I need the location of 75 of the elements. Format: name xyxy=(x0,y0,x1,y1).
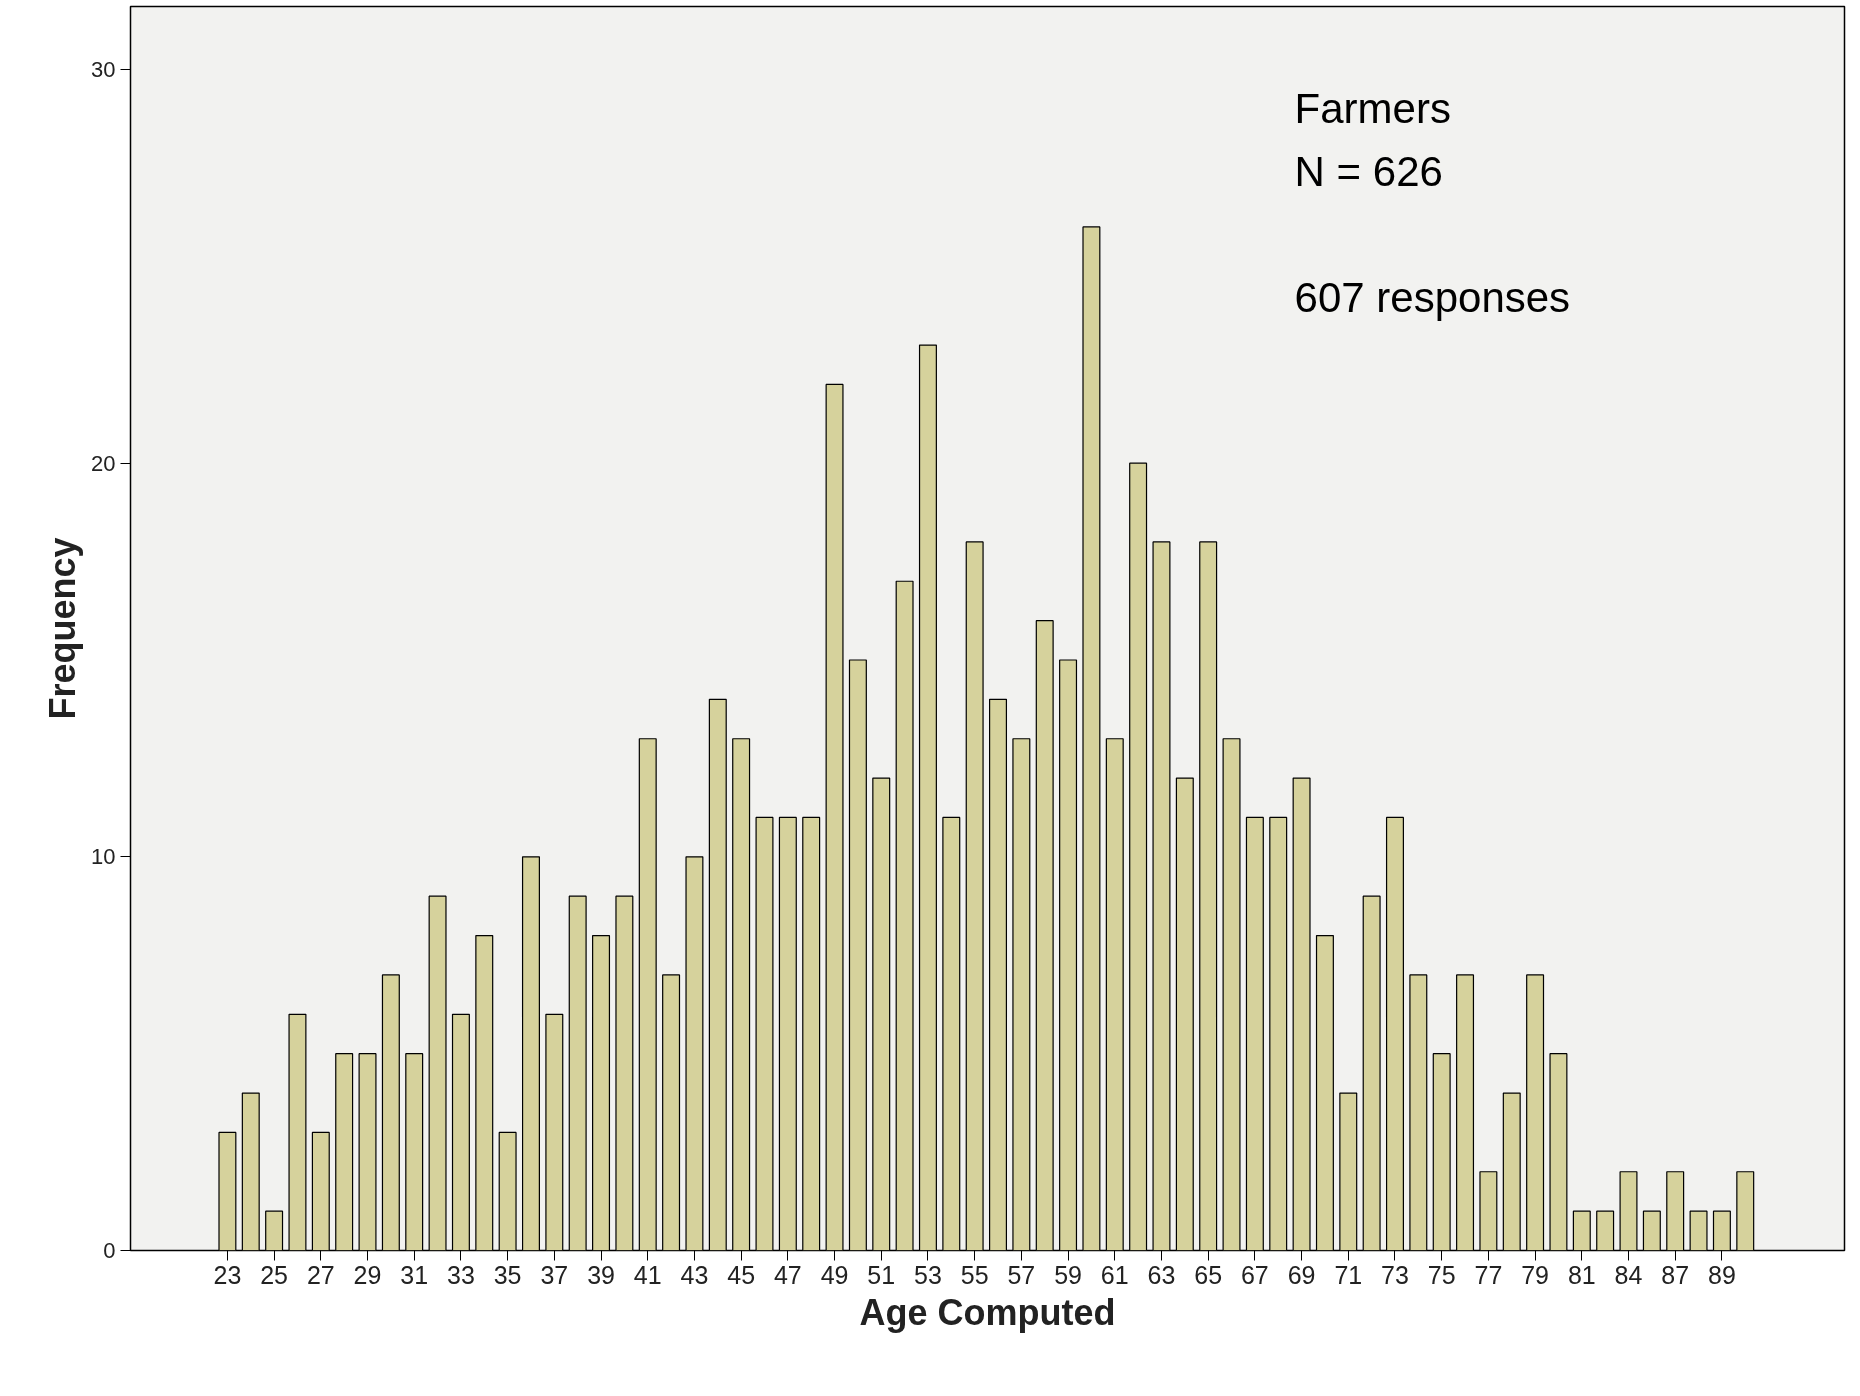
x-tick-label: 89 xyxy=(1708,1260,1736,1289)
bar xyxy=(1315,934,1334,1251)
bar xyxy=(1642,1210,1661,1251)
bar xyxy=(1549,1053,1568,1251)
bar xyxy=(1409,974,1428,1251)
x-tick-label: 53 xyxy=(914,1260,942,1289)
bar xyxy=(989,698,1008,1251)
bar xyxy=(521,856,540,1251)
x-tick-label: 33 xyxy=(447,1260,475,1289)
bar xyxy=(1175,777,1194,1251)
bar xyxy=(475,934,494,1251)
bar xyxy=(615,895,634,1251)
bar xyxy=(1456,974,1475,1251)
bar xyxy=(288,1013,307,1251)
x-tick-label: 41 xyxy=(633,1260,662,1289)
bar xyxy=(381,974,400,1251)
x-axis-title: Age Computed xyxy=(859,1291,1116,1333)
x-tick-label: 29 xyxy=(353,1260,382,1289)
x-tick-label: 61 xyxy=(1100,1260,1129,1289)
x-tick-label: 65 xyxy=(1194,1260,1223,1289)
x-tick-label: 43 xyxy=(680,1260,709,1289)
bar xyxy=(802,816,821,1251)
x-tick-label: 31 xyxy=(400,1260,429,1289)
x-tick-label: 51 xyxy=(867,1260,896,1289)
x-tick-label: 69 xyxy=(1287,1260,1316,1289)
bar xyxy=(1689,1210,1708,1251)
x-tick-label: 63 xyxy=(1147,1260,1176,1289)
bar xyxy=(1082,226,1101,1251)
x-tick-label: 77 xyxy=(1474,1260,1503,1289)
bar xyxy=(895,580,914,1251)
bar xyxy=(1129,462,1148,1251)
annotation: Farmers xyxy=(1294,85,1451,133)
y-tick-label: 10 xyxy=(91,844,116,870)
bar xyxy=(708,698,727,1251)
x-tick-label: 27 xyxy=(306,1260,335,1289)
x-tick-label: 71 xyxy=(1334,1260,1363,1289)
annotation: 607 responses xyxy=(1294,274,1571,322)
bar xyxy=(568,895,587,1251)
x-tick-label: 47 xyxy=(773,1260,802,1289)
bar xyxy=(1269,816,1288,1251)
x-tick-label: 59 xyxy=(1054,1260,1082,1289)
x-tick-label: 35 xyxy=(493,1260,522,1289)
bar xyxy=(662,974,681,1251)
x-tick-label: 23 xyxy=(213,1260,242,1289)
bar xyxy=(1596,1210,1615,1251)
y-axis-title: Frequency xyxy=(42,537,84,720)
x-tick-label: 73 xyxy=(1381,1260,1409,1289)
x-tick-label: 75 xyxy=(1427,1260,1456,1289)
x-tick-label: 67 xyxy=(1240,1260,1269,1289)
bar xyxy=(1502,1092,1521,1251)
x-tick-label: 87 xyxy=(1661,1260,1690,1289)
y-tick-label: 30 xyxy=(91,56,116,82)
bar xyxy=(335,1053,354,1251)
x-tick-label: 45 xyxy=(727,1260,756,1289)
annotation: N = 626 xyxy=(1294,148,1443,196)
x-tick-label: 37 xyxy=(540,1260,569,1289)
x-tick-label: 81 xyxy=(1567,1260,1596,1289)
x-tick-label: 49 xyxy=(820,1260,849,1289)
y-tick-label: 0 xyxy=(103,1238,116,1263)
x-tick-label: 55 xyxy=(960,1260,989,1289)
x-tick-label: 79 xyxy=(1521,1260,1549,1289)
x-tick-label: 25 xyxy=(260,1260,289,1289)
bar xyxy=(1222,738,1241,1251)
bar xyxy=(428,895,447,1251)
bar xyxy=(755,816,774,1251)
bar xyxy=(241,1092,260,1251)
bar xyxy=(848,659,867,1251)
x-tick-label: 39 xyxy=(587,1260,615,1289)
x-tick-label: 84 xyxy=(1614,1260,1643,1289)
x-tick-label: 57 xyxy=(1007,1260,1036,1289)
bar xyxy=(1736,1171,1755,1251)
bar xyxy=(942,816,961,1251)
bar xyxy=(1362,895,1381,1251)
y-tick-label: 20 xyxy=(91,450,116,476)
bar xyxy=(1035,620,1054,1251)
